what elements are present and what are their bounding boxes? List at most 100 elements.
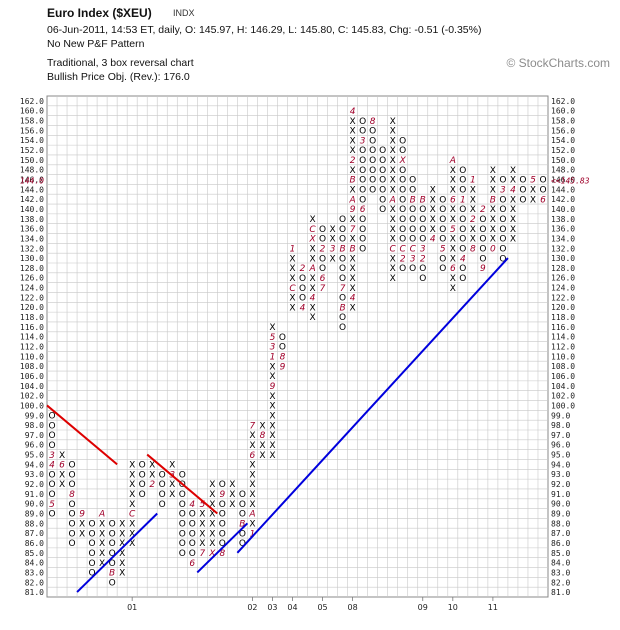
o-box: O [399,225,406,235]
x-box: X [269,392,275,402]
x-box: X [209,480,215,490]
o-box: O [179,470,186,480]
y-tick-label-right: 91.0 [551,490,570,499]
x-box: X [510,235,516,245]
o-box: O [339,274,346,284]
o-box: O [279,343,286,353]
x-tick-label: 01 [127,603,137,612]
y-tick-label-right: 100.0 [551,401,575,410]
x-box: X [390,264,396,274]
x-box: X [119,559,125,569]
month-marker: C [129,510,136,520]
x-box: X [390,274,396,284]
x-tick-label: 09 [418,603,428,612]
price-objective-label: Bullish Price Obj. (Rev.): 176.0 [47,71,190,83]
o-box: O [499,235,506,245]
o-box: O [89,549,96,559]
x-box: X [450,235,456,245]
y-tick-label-left: 82.0 [25,578,44,587]
o-box: O [459,264,466,274]
o-box: O [319,235,326,245]
month-marker: 8 [260,431,266,441]
o-box: O [239,529,246,539]
o-box: O [109,578,116,588]
o-box: O [359,176,366,186]
y-tick-label-left: 158.0 [20,117,44,126]
x-box: X [229,500,235,510]
x-box: X [390,186,396,196]
month-marker: 3 [270,343,276,353]
x-box: X [79,529,85,539]
month-marker: 1 [460,195,466,205]
x-box: X [209,500,215,510]
x-box: X [199,529,205,539]
y-tick-label-left: 110.0 [20,352,44,361]
x-box: X [129,490,135,500]
o-box: O [379,195,386,205]
x-box: X [430,205,436,215]
o-box: O [69,461,76,471]
o-box: O [439,254,446,264]
o-box: O [369,156,376,166]
o-box: O [499,205,506,215]
x-box: X [309,284,315,294]
o-box: O [459,166,466,176]
o-box: O [159,500,166,510]
month-marker: 4 [510,186,516,196]
month-marker: X [208,549,216,559]
y-tick-label-left: 88.0 [25,519,44,528]
x-box: X [119,529,125,539]
o-box: O [459,235,466,245]
month-marker: 3 [49,451,55,461]
x-box: X [99,539,105,549]
y-tick-label-right: 134.0 [551,234,575,243]
month-marker: 5 [199,500,205,510]
y-tick-label-left: 99.0 [25,411,44,420]
x-box: X [249,500,255,510]
o-box: O [339,225,346,235]
y-tick-label-left: 144.0 [20,185,44,194]
y-tick-label-left: 140.0 [20,205,44,214]
y-tick-label-left: 120.0 [20,303,44,312]
o-box: O [48,510,55,520]
x-box: X [249,520,255,530]
o-box: O [409,235,416,245]
x-box: X [350,127,356,137]
month-marker: X [399,156,407,166]
x-box: X [269,411,275,421]
y-tick-label-left: 114.0 [20,333,44,342]
month-marker: C [309,225,316,235]
o-box: O [409,225,416,235]
o-box: O [499,176,506,186]
y-tick-label-left: 94.0 [25,460,44,469]
x-box: X [209,529,215,539]
y-tick-label-right: 81.0 [551,588,570,597]
o-box: O [419,205,426,215]
y-tick-label-left: 81.0 [25,588,44,597]
y-tick-label-left: 138.0 [20,215,44,224]
x-box: X [249,470,255,480]
y-tick-label-left: 156.0 [20,126,44,135]
y-tick-label-right: 102.0 [551,392,575,401]
y-tick-label-right: 106.0 [551,372,575,381]
x-box: X [390,136,396,146]
x-box: X [510,215,516,225]
y-tick-label-left: 146.0 [20,176,44,185]
o-box: O [379,205,386,215]
o-box: O [439,195,446,205]
y-tick-label-left: 83.0 [25,568,44,577]
month-marker: 9 [480,264,486,274]
y-tick-label-left: 96.0 [25,441,44,450]
month-marker: C [410,244,417,254]
month-marker: 2 [480,205,486,215]
o-box: O [359,166,366,176]
x-box: X [259,441,265,451]
x-box: X [350,264,356,274]
o-box: O [219,500,226,510]
x-box: X [309,244,315,254]
o-box: O [339,294,346,304]
x-box: X [450,215,456,225]
y-tick-label-right: 154.0 [551,136,575,145]
month-marker: 8 [370,117,376,127]
